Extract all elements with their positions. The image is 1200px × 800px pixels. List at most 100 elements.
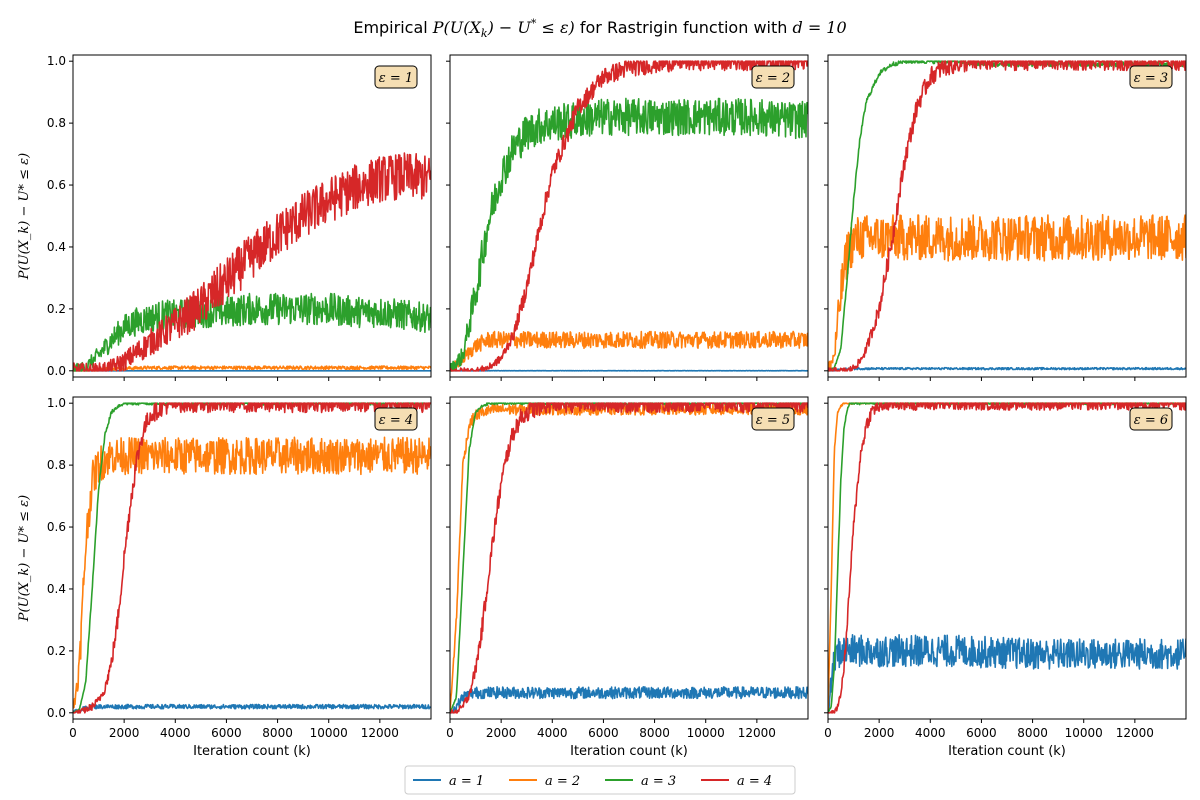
legend-entry-a1: a = 1: [413, 774, 484, 789]
epsilon-box: [1129, 407, 1173, 431]
legend-entry-a2: a = 2: [509, 774, 580, 789]
y-axis-label: P(U(X_k) − U* ≤ ε): [17, 495, 32, 622]
title-d: d = 10: [792, 18, 846, 37]
legend-entry-a3: a = 3: [605, 774, 676, 789]
series-line-a3: [450, 402, 808, 714]
plot-frame: [449, 396, 809, 720]
epsilon-label: ε = 6: [1134, 413, 1168, 428]
series-line-a4: [828, 402, 1186, 714]
title-post: for Rastrigin function with: [575, 18, 793, 37]
subplot-eps-1: 0.0 0.2 0.4 0.6 0.8 1.0 P(U(X_k) − U* ≤ ε) ε = …: [17, 54, 432, 381]
series-line-a3: [828, 60, 1186, 372]
series-line-a4: [450, 402, 808, 714]
x-tick-label: 12000: [361, 726, 399, 740]
legend: a = 1 a = 2 a = 3 a = 4: [404, 765, 796, 795]
legend-label: a = 2: [545, 774, 580, 789]
plot-frame: [827, 54, 1187, 378]
series-line-a1: [450, 685, 808, 714]
series-group: [828, 60, 1186, 372]
x-tick-label: 0: [446, 726, 454, 740]
x-axis-label: Iteration count (k): [948, 744, 1066, 759]
series-line-a4: [73, 152, 431, 372]
series-group: [450, 60, 808, 372]
series-line-a2: [73, 436, 431, 709]
epsilon-label: ε = 1: [379, 71, 413, 86]
y-tick-label: 1.0: [47, 396, 66, 410]
legend-label: a = 3: [641, 774, 676, 789]
y-tick-label: 0.6: [47, 178, 66, 192]
legend-frame: [404, 765, 796, 795]
series-line-a2: [828, 213, 1186, 372]
series-line-a1: [828, 633, 1186, 710]
series-line-a4: [450, 60, 808, 372]
x-tick-label: 4000: [915, 726, 946, 740]
subplot-grid: 0.0 0.2 0.4 0.6 0.8 1.0 P(U(X_k) − U* ≤ ε) ε = …: [17, 54, 1187, 759]
series-line-a2: [450, 330, 808, 372]
x-tick-label: 0: [824, 726, 832, 740]
x-tick-label: 4000: [537, 726, 568, 740]
y-tick-label: 0.4: [47, 240, 66, 254]
series-line-a3: [450, 97, 808, 372]
y-tick-label: 1.0: [47, 54, 66, 68]
title-pre: Empirical: [353, 18, 432, 37]
epsilon-label: ε = 4: [379, 413, 413, 428]
subplot-eps-2: ε = 2: [446, 54, 809, 381]
y-tick-label: 0.2: [47, 302, 66, 316]
x-tick-label: 10000: [1065, 726, 1103, 740]
x-tick-label: 8000: [639, 726, 670, 740]
series-group: [73, 152, 431, 372]
epsilon-label: ε = 2: [756, 71, 790, 86]
subplot-eps-6: 0 2000 4000 6000 8000 10000 12000 Iteration cou…: [824, 396, 1187, 759]
y-tick-label: 0.4: [47, 582, 66, 596]
epsilon-box: [374, 65, 418, 89]
y-tick-label: 0.8: [47, 458, 66, 472]
x-tick-label: 6000: [966, 726, 997, 740]
series-line-a2: [450, 403, 808, 713]
subplot-eps-3: ε = 3: [824, 54, 1187, 381]
x-tick-label: 12000: [1116, 726, 1154, 740]
legend-label: a = 4: [737, 774, 772, 789]
plot-frame: [72, 396, 432, 720]
title-sub: k: [481, 27, 488, 40]
y-tick-label: 0.0: [47, 364, 66, 378]
y-tick-label: 0.8: [47, 116, 66, 130]
y-tick-label: 0.6: [47, 520, 66, 534]
plot-frame: [449, 54, 809, 378]
series-line-a4: [828, 60, 1186, 372]
plot-frame: [827, 396, 1187, 720]
series-line-a1: [828, 366, 1186, 372]
title-sup: *: [531, 17, 537, 30]
series-group: [828, 402, 1186, 714]
subplot-eps-4: 0.0 0.2 0.4 0.6 0.8 1.0 0 2000 4000 6000 8000 10000…: [17, 396, 432, 759]
y-axis-label: P(U(X_k) − U* ≤ ε): [17, 153, 32, 280]
x-tick-label: 0: [69, 726, 77, 740]
plot-frame: [72, 54, 432, 378]
x-axis-label: Iteration count (k): [193, 744, 311, 759]
x-tick-label: 10000: [310, 726, 348, 740]
title-math: P(U(X: [432, 18, 482, 37]
series-line-a3: [73, 292, 431, 372]
x-tick-label: 2000: [864, 726, 895, 740]
epsilon-box: [751, 407, 795, 431]
legend-label: a = 1: [449, 774, 484, 789]
legend-entry-a4: a = 4: [701, 774, 772, 789]
svg-text:Empirical P(U(Xk) − U* ≤ ε) fo: Empirical P(U(Xk) − U* ≤ ε) for Rastrigi…: [353, 17, 846, 40]
x-tick-label: 6000: [588, 726, 619, 740]
y-tick-label: 0.2: [47, 644, 66, 658]
series-line-a4: [73, 402, 431, 714]
series-line-a1: [73, 703, 431, 714]
series-line-a2: [73, 365, 431, 372]
epsilon-label: ε = 5: [756, 413, 790, 428]
x-tick-label: 2000: [109, 726, 140, 740]
title-math2: ) − U: [487, 18, 532, 37]
y-tick-label: 0.0: [47, 706, 66, 720]
x-tick-label: 10000: [687, 726, 725, 740]
subplot-eps-5: 0 2000 4000 6000 8000 10000 12000 Iteration cou…: [446, 396, 809, 759]
epsilon-label: ε = 3: [1134, 71, 1168, 86]
x-tick-label: 12000: [738, 726, 776, 740]
epsilon-box: [1129, 65, 1173, 89]
x-tick-label: 2000: [486, 726, 517, 740]
series-group: [73, 402, 431, 714]
x-tick-label: 8000: [1017, 726, 1048, 740]
